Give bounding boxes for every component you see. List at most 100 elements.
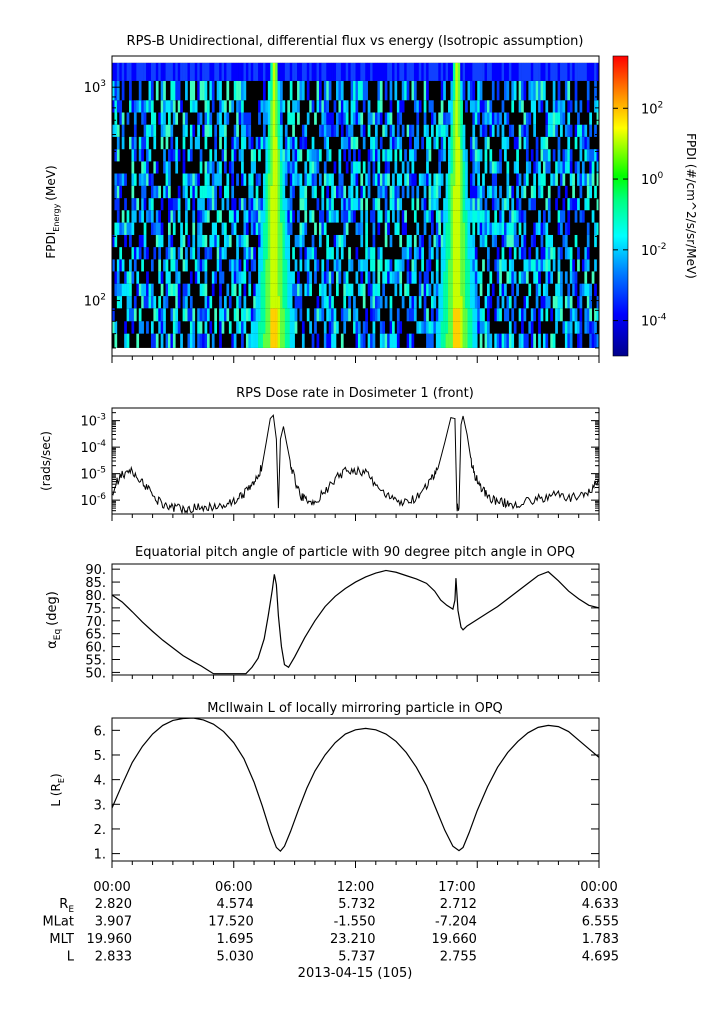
spectrogram-cell <box>116 198 120 211</box>
spectrogram-cell <box>231 100 235 113</box>
spectrogram-cell <box>496 112 500 125</box>
spectrogram-cell <box>260 136 264 150</box>
spectrogram-cell <box>540 136 544 150</box>
spectrogram-cell <box>362 283 366 297</box>
spectrogram-cell <box>287 321 291 334</box>
spectrogram-cell <box>216 62 220 81</box>
spectrogram-cell <box>406 333 410 348</box>
spectrogram-cell <box>241 234 244 248</box>
spectrogram-cell <box>199 222 203 235</box>
spectrogram-cell <box>284 149 288 162</box>
spectrogram-cell <box>287 271 291 284</box>
spectrogram-cell <box>168 234 171 248</box>
spectrogram-cell <box>221 247 225 260</box>
spectrogram-cell <box>214 234 217 248</box>
spectrogram-cell <box>555 112 558 125</box>
spectrogram-cell <box>226 234 230 248</box>
spectrogram-cell <box>131 271 135 284</box>
spectrogram-cell <box>540 100 544 113</box>
spectrogram-cell <box>143 296 147 309</box>
spectrogram-cell <box>297 112 300 125</box>
spectrogram-cell <box>389 80 393 101</box>
spectrogram-cell <box>265 198 269 211</box>
l-shell-x-ticks <box>111 861 600 868</box>
spectrogram-cell <box>494 112 498 125</box>
spectrogram-cell <box>469 136 473 150</box>
spectrogram-cell <box>545 333 549 348</box>
spectrogram-cell <box>253 62 256 81</box>
spectrogram-cell <box>455 149 459 162</box>
spectrogram-cell <box>567 62 571 81</box>
spectrogram-cell <box>538 271 541 284</box>
spectrogram-cell <box>372 112 376 125</box>
spectrogram-cell <box>504 234 507 248</box>
spectrogram-cell <box>530 80 534 101</box>
spectrogram-cell <box>233 62 237 81</box>
spectrogram-cell <box>204 161 208 174</box>
spectrogram-cell <box>518 198 522 211</box>
spectrogram-cell <box>150 80 154 101</box>
spectrogram-cell <box>114 100 118 113</box>
spectrogram-cell <box>530 308 534 322</box>
spectrogram-cell <box>280 112 283 125</box>
spectrogram-cell <box>377 308 381 322</box>
spectrogram-cell <box>153 136 157 150</box>
spectrogram-cell <box>533 161 536 174</box>
spectrogram-cell <box>185 185 188 199</box>
spectrogram-cell <box>189 100 193 113</box>
dose-rate-y-tick-label: 10-3 <box>80 413 106 430</box>
spectrogram-cell <box>119 259 123 272</box>
spectrogram-cell <box>282 283 286 297</box>
spectrogram-cell <box>211 198 215 211</box>
spectrogram-cell <box>301 333 305 348</box>
spectrogram-cell <box>406 308 410 322</box>
spectrogram-cell <box>564 234 568 248</box>
spectrogram-cell <box>372 247 376 260</box>
spectrogram-cell <box>275 149 278 162</box>
spectrogram-cell <box>448 62 451 81</box>
spectrogram-cell <box>406 283 410 297</box>
spectrogram-cell <box>399 234 403 248</box>
spectrogram-cell <box>126 271 130 284</box>
spectrogram-cell <box>255 210 259 223</box>
spectrogram-cell <box>467 283 471 297</box>
spectrogram-cell <box>360 173 364 186</box>
spectrogram-cell <box>521 124 524 137</box>
spectrogram-cell <box>521 271 524 284</box>
spectrogram-cell <box>146 271 149 284</box>
spectrogram-cell <box>209 112 213 125</box>
spectrogram-cell <box>172 100 176 113</box>
spectrogram-cell <box>538 80 541 101</box>
spectrogram-cell <box>511 222 515 235</box>
spectrogram-cell <box>455 234 459 248</box>
spectrogram-cell <box>231 259 235 272</box>
spectrogram-cell <box>569 308 573 322</box>
spectrogram-cell <box>533 234 536 248</box>
spectrogram-cell <box>345 100 349 113</box>
spectrogram-cell <box>577 333 580 348</box>
spectrogram-cell <box>438 296 442 309</box>
spectrogram-cell <box>211 271 215 284</box>
spectrogram-cell <box>172 149 176 162</box>
spectrogram-cell <box>262 308 266 322</box>
spectrogram-cell <box>214 136 217 150</box>
spectrogram-cell <box>586 198 590 211</box>
spectrogram-cell <box>185 222 188 235</box>
spectrogram-cell <box>282 161 286 174</box>
spectrogram-cell <box>479 271 483 284</box>
spectrogram-cell <box>170 149 174 162</box>
spectrogram-cell <box>292 173 295 186</box>
spectrogram-cell <box>440 271 444 284</box>
spectrogram-cell <box>564 222 568 235</box>
spectrogram-cell <box>535 136 539 150</box>
spectrogram-cell <box>180 222 183 235</box>
spectrogram-cell <box>343 283 347 297</box>
spectrogram-cell <box>180 333 183 348</box>
spectrogram-cell <box>336 259 339 272</box>
spectrogram-cell <box>469 198 473 211</box>
ephemeris-row-label: L <box>67 950 75 965</box>
spectrogram-cell <box>245 234 249 248</box>
spectrogram-cell <box>428 283 432 297</box>
spectrogram-cell <box>396 222 400 235</box>
spectrogram-cell <box>177 210 181 223</box>
